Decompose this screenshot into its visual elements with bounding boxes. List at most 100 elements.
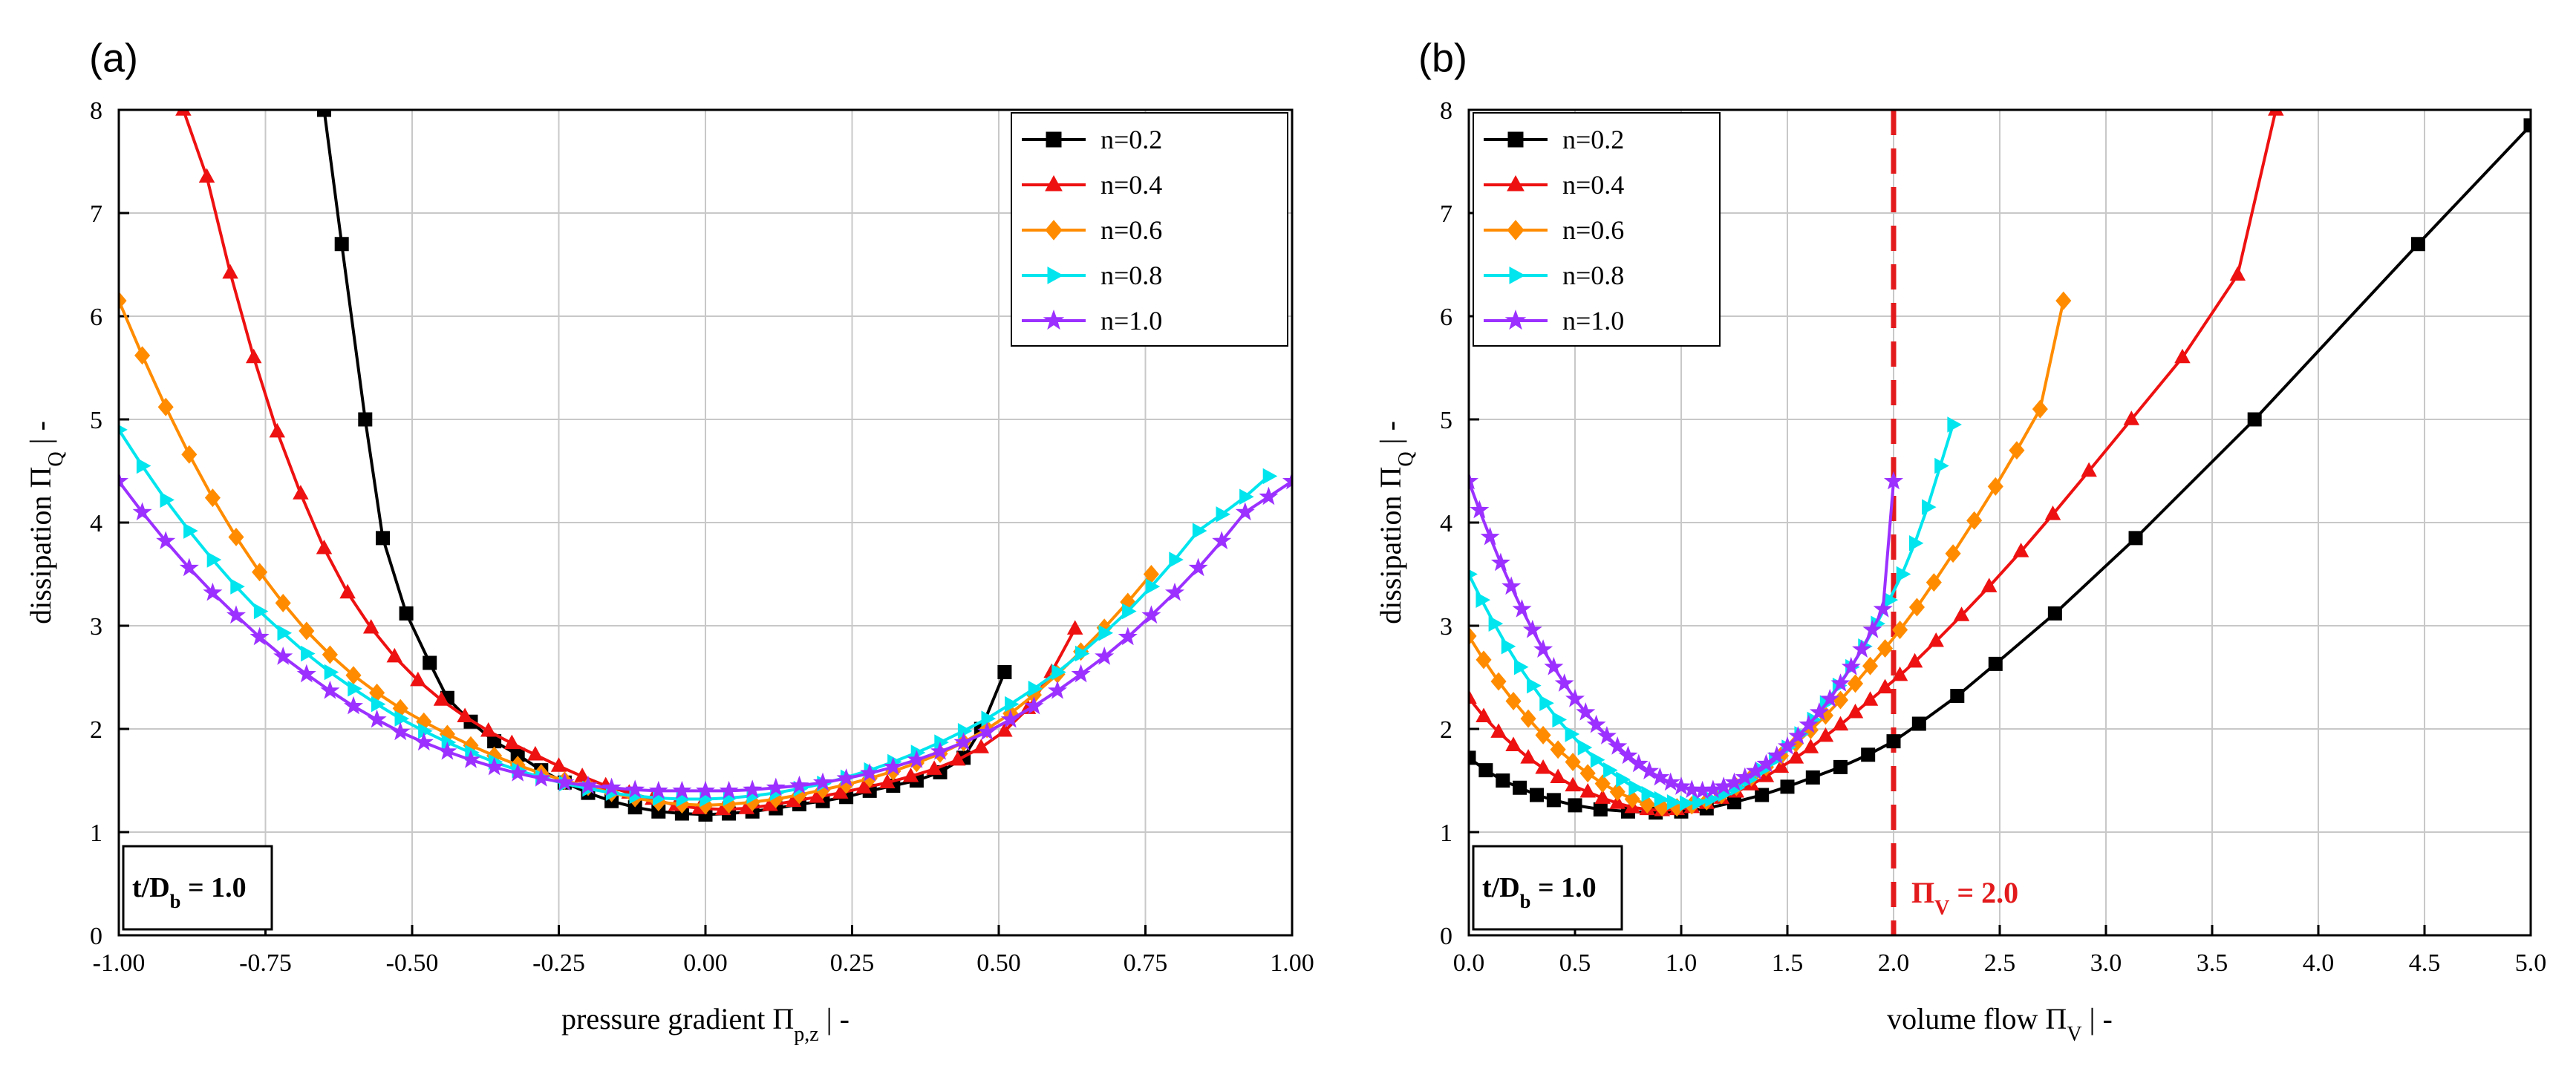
y-tick-label: 6 [90, 304, 102, 331]
legend-marker [1504, 309, 1527, 330]
data-point [1469, 626, 1477, 646]
data-point [1145, 578, 1161, 595]
y-tick-label: 4 [1440, 510, 1452, 537]
data-point [348, 681, 362, 697]
data-point [789, 775, 809, 794]
data-point [1714, 776, 1734, 795]
data-point [695, 780, 716, 799]
data-point [343, 696, 364, 715]
data-point [836, 768, 856, 787]
data-point [879, 773, 896, 788]
data-point [907, 750, 927, 768]
data-point [1755, 788, 1770, 802]
data-point [1640, 761, 1660, 780]
data-point [953, 732, 974, 751]
data-point [203, 582, 223, 601]
data-point [860, 763, 880, 782]
data-point [1533, 639, 1553, 658]
plot-frame [117, 108, 1294, 937]
data-point [1883, 471, 1904, 490]
data-point [1928, 632, 1944, 647]
data-point [949, 750, 966, 766]
data-point [1565, 689, 1585, 707]
data-point [2268, 110, 2284, 116]
param-box [1472, 845, 1623, 931]
data-point [1550, 740, 1566, 759]
data-point [134, 346, 151, 365]
data-point [1024, 696, 1044, 715]
data-point [1478, 763, 1493, 778]
data-point [250, 626, 270, 646]
data-point [1262, 468, 1278, 485]
data-point [1891, 666, 1908, 681]
x-tick-label: 5.0 [2515, 949, 2547, 977]
data-point [1680, 795, 1695, 811]
data-point [2128, 531, 2143, 546]
data-point [1544, 656, 1564, 675]
data-point [1841, 656, 1861, 675]
data-point [2410, 237, 2425, 252]
data-point [1192, 523, 1207, 539]
data-point [672, 780, 692, 799]
data-point [2044, 505, 2061, 520]
data-point [1496, 773, 1510, 788]
data-point [1579, 782, 1596, 798]
data-point [410, 671, 426, 687]
x-tick-label: 1.0 [1666, 949, 1698, 977]
legend-entry: n=0.2 [1562, 125, 1624, 154]
param-box-label: t/Db = 1.0 [1482, 872, 1597, 912]
series-line-n=0.2 [322, 110, 1006, 817]
data-point [832, 784, 849, 799]
data-point [2081, 462, 2097, 477]
legend-marker [1043, 309, 1065, 330]
data-point [339, 583, 356, 599]
vline-label: ΠV = 2.0 [1911, 876, 2018, 920]
data-point [578, 775, 599, 794]
data-point [204, 488, 221, 508]
data-point [253, 603, 269, 620]
data-point [503, 734, 521, 750]
legend-entry: n=0.8 [1562, 261, 1624, 290]
series-group [1469, 110, 2531, 820]
data-point [1235, 502, 1255, 521]
data-point [228, 527, 244, 546]
data-point [362, 618, 379, 634]
data-point [136, 457, 151, 474]
data-point [1565, 726, 1580, 742]
data-point [293, 485, 309, 500]
data-point [1520, 749, 1536, 764]
data-point [1847, 674, 1864, 693]
data-point [1488, 615, 1504, 632]
data-point [926, 760, 942, 775]
data-point [1118, 626, 1138, 646]
data-point [1892, 621, 1908, 640]
x-tick-label: 4.0 [2303, 949, 2335, 977]
panel-label: (a) [89, 36, 138, 80]
data-point [1597, 726, 1617, 745]
data-point [1066, 620, 1083, 635]
y-tick-label: 5 [90, 407, 102, 434]
legend-entry: n=0.2 [1100, 125, 1162, 154]
data-point [1530, 788, 1545, 802]
data-point [2123, 410, 2140, 425]
data-point [226, 605, 247, 624]
y-tick-label: 0 [90, 923, 102, 950]
data-point [358, 412, 373, 427]
data-point [1520, 709, 1536, 728]
x-tick-label: 0.25 [830, 949, 875, 977]
data-point [1832, 716, 1849, 731]
data-point [1535, 725, 1551, 745]
data-point [1830, 673, 1851, 692]
data-point [320, 680, 340, 699]
data-point [437, 741, 457, 760]
data-point [299, 621, 315, 641]
y-tick-label: 2 [1440, 716, 1452, 744]
x-tick-label: 0.5 [1559, 949, 1591, 977]
series-line-n=0.6 [1469, 300, 2065, 809]
data-point [1164, 582, 1185, 601]
data-point [1501, 576, 1522, 595]
data-point [1590, 751, 1605, 768]
data-point [1470, 500, 1490, 519]
data-point [1565, 776, 1581, 792]
data-point [812, 772, 833, 791]
